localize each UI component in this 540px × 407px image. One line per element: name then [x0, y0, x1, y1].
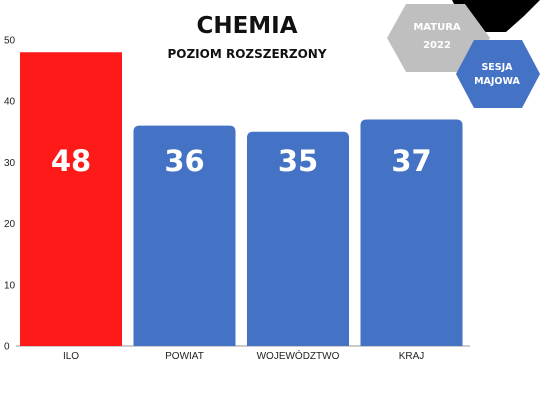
y-tick-label: 50	[4, 36, 16, 47]
matura-label: MATURA	[413, 22, 461, 33]
bar-powiat	[133, 125, 236, 347]
bar-kraj	[360, 119, 463, 346]
chart-subtitle: POZIOM ROZSZERZONY	[167, 47, 326, 61]
majowa-label: MAJOWA	[474, 76, 520, 87]
sesja-label: SESJA	[481, 62, 513, 73]
x-category-label: WOJEWÓDZTWO	[257, 349, 340, 362]
sesja-hexagon-badge	[456, 40, 540, 108]
y-tick-label: 30	[4, 158, 16, 169]
y-axis-ticks: 0 10 20 30 40 50	[4, 36, 16, 353]
category-labels-group: ILO POWIAT WOJEWÓDZTWO KRAJ	[63, 349, 424, 362]
bar-value-label: 48	[51, 144, 91, 178]
x-category-label: POWIAT	[165, 351, 204, 362]
bar-labels-group: 48 36 35 37	[51, 144, 432, 178]
matura-hexagon-badge	[387, 4, 490, 72]
bar-województwo	[247, 131, 349, 346]
x-category-label: KRAJ	[399, 351, 425, 362]
bar-value-label: 37	[391, 144, 431, 178]
bar-value-label: 36	[164, 144, 204, 178]
bar-ilo	[20, 52, 122, 347]
x-category-label: ILO	[63, 351, 79, 362]
chart-title: CHEMIA	[196, 13, 297, 39]
matura-year: 2022	[423, 40, 451, 51]
y-tick-label: 40	[4, 97, 16, 108]
y-tick-label: 10	[4, 280, 16, 291]
y-tick-label: 20	[4, 219, 16, 230]
y-tick-label: 0	[4, 342, 10, 353]
bar-value-label: 35	[278, 144, 318, 178]
bars-group	[20, 52, 463, 347]
